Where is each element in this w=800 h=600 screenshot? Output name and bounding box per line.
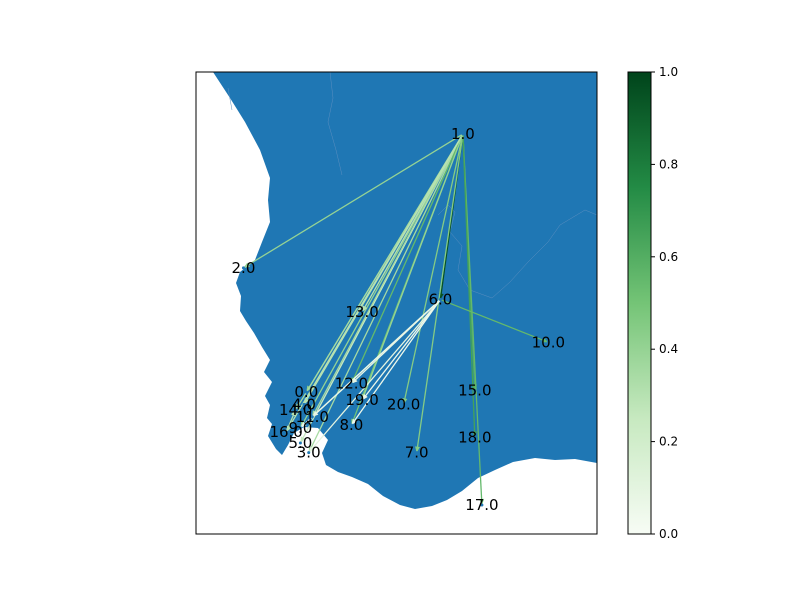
nodes-layer <box>241 132 550 507</box>
node-label-7.0: 7.0 <box>405 444 429 462</box>
edge-arrowhead <box>312 410 319 417</box>
map-axes: 0.0 1.0 2.0 3.0 4.0 5.0 6.0 7.0 8.0 9.0 10.0 11.0 12… <box>195 71 598 535</box>
edge-arrowhead <box>479 498 485 506</box>
edge-arrowhead <box>243 262 250 268</box>
node-label-18.0: 18.0 <box>458 428 491 446</box>
node-label-11.0: 11.0 <box>296 408 329 426</box>
colorbar: 0.0 0.2 0.4 0.6 0.8 1.0 <box>627 65 678 541</box>
edge-1.0-20.0 <box>402 133 464 405</box>
colorbar-tick-label: 0.0 <box>659 527 678 541</box>
edge-arrowhead <box>295 403 301 410</box>
node-label-6.0: 6.0 <box>428 291 452 309</box>
border-line <box>437 204 597 299</box>
node-0.0 <box>304 390 308 394</box>
node-10.0 <box>546 340 550 344</box>
edge-6.0-3.0 <box>308 299 441 454</box>
edges-layer <box>243 133 549 506</box>
node-11.0 <box>310 415 314 419</box>
map-borders <box>227 72 597 299</box>
node-6.0 <box>438 298 442 302</box>
edge-1.0-17.0 <box>462 134 483 506</box>
node-label-13.0: 13.0 <box>345 303 378 321</box>
edge-arrowhead <box>300 436 306 443</box>
node-13.0 <box>360 310 364 314</box>
edge-arrowhead <box>472 431 478 438</box>
node-label-3.0: 3.0 <box>297 444 321 462</box>
edge-1.0-3.0 <box>308 133 464 453</box>
edge-arrowhead <box>351 377 358 384</box>
node-label-16.0: 16.0 <box>269 423 302 441</box>
edge-1.0-18.0 <box>462 134 476 438</box>
node-4.0 <box>302 402 306 406</box>
colorbar-tick-label: 0.8 <box>659 157 678 171</box>
border-line <box>227 87 233 111</box>
node-18.0 <box>473 435 477 439</box>
node-5.0 <box>298 441 302 445</box>
colorbar-tick-label: 0.6 <box>659 250 678 264</box>
node-label-19.0: 19.0 <box>345 391 378 409</box>
node-label-12.0: 12.0 <box>335 375 368 393</box>
node-label-8.0: 8.0 <box>339 416 363 434</box>
node-label-15.0: 15.0 <box>458 382 491 400</box>
colorbar-tick-label: 1.0 <box>659 65 678 79</box>
edge-arrowhead <box>402 397 408 405</box>
edge-1.0-7.0 <box>416 133 464 453</box>
node-16.0 <box>284 430 288 434</box>
edge-6.0-12.0 <box>350 299 441 385</box>
edge-1.0-16.0 <box>285 133 464 433</box>
node-3.0 <box>307 451 311 455</box>
edge-1.0-11.0 <box>311 133 464 418</box>
node-8.0 <box>349 423 353 427</box>
node-label-17.0: 17.0 <box>465 496 498 514</box>
node-9.0 <box>298 426 302 430</box>
edge-arrowhead <box>415 446 421 453</box>
node-1.0 <box>461 132 465 136</box>
edge-arrowhead <box>308 446 315 453</box>
node-label-5.0: 5.0 <box>288 434 312 452</box>
edge-6.0-10.0 <box>440 298 549 343</box>
node-label-10.0: 10.0 <box>532 333 565 351</box>
node-label-20.0: 20.0 <box>387 395 420 413</box>
edge-arrowhead <box>541 337 549 343</box>
node-19.0 <box>360 398 364 402</box>
colorbar-frame <box>627 71 652 535</box>
node-12.0 <box>349 382 353 386</box>
edge-arrowhead <box>351 418 357 426</box>
edge-arrowhead <box>290 409 296 417</box>
colorbar-tick-label: 0.2 <box>659 435 678 449</box>
labels-layer: 0.0 1.0 2.0 3.0 4.0 5.0 6.0 7.0 8.0 9.0 10.0 11.0 12… <box>232 125 566 514</box>
colorbar-gradient <box>628 72 651 534</box>
edge-arrowhead <box>300 421 307 428</box>
node-label-0.0: 0.0 <box>294 383 318 401</box>
edge-arrowhead <box>362 393 368 401</box>
node-label-1.0: 1.0 <box>451 125 475 143</box>
node-2.0 <box>241 266 245 270</box>
node-15.0 <box>473 389 477 393</box>
node-17.0 <box>480 503 484 507</box>
edge-1.0-12.0 <box>350 133 464 384</box>
node-label-14.0: 14.0 <box>279 401 312 419</box>
edge-1.0-13.0 <box>361 133 464 313</box>
node-7.0 <box>415 451 419 455</box>
node-label-2.0: 2.0 <box>232 259 256 277</box>
node-20.0 <box>402 402 406 406</box>
edge-6.0-19.0 <box>361 299 441 401</box>
node-label-9.0: 9.0 <box>288 419 312 437</box>
map-frame <box>195 71 598 535</box>
land-mass <box>213 72 597 509</box>
edge-1.0-2.0 <box>243 133 464 269</box>
edge-arrowhead <box>362 305 368 312</box>
edge-6.0-8.0 <box>350 299 441 426</box>
colorbar-tick-label: 0.4 <box>659 342 678 356</box>
node-label-4.0: 4.0 <box>292 395 316 413</box>
node-14.0 <box>294 408 298 412</box>
colorbar-ticks: 0.0 0.2 0.4 0.6 0.8 1.0 <box>651 65 678 541</box>
border-line <box>327 72 343 176</box>
